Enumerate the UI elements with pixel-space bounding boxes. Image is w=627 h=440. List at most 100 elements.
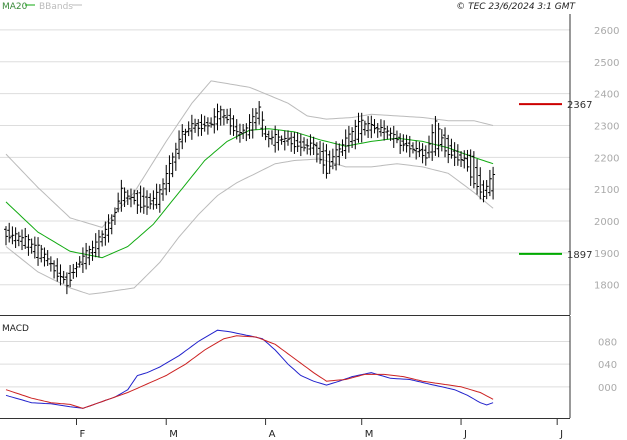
price-tick-label: 2000 xyxy=(594,217,619,228)
copyright-timestamp: © TEC 23/6/2024 3:1 GMT xyxy=(456,2,576,12)
price-bar xyxy=(414,140,419,160)
price-bar xyxy=(404,134,409,153)
price-bar xyxy=(269,130,274,145)
price-bar xyxy=(154,183,159,209)
price-tick-label: 2200 xyxy=(594,153,619,164)
ma20-line xyxy=(5,128,494,259)
price-bar xyxy=(148,193,153,210)
price-gridlines xyxy=(0,29,570,286)
price-bar xyxy=(324,144,329,179)
price-bar xyxy=(263,126,268,141)
price-bar xyxy=(260,111,265,137)
price-bar xyxy=(55,258,60,282)
price-bar xyxy=(225,108,230,124)
price-bar xyxy=(221,108,226,126)
price-bar xyxy=(20,229,25,251)
price-bar xyxy=(52,260,57,279)
price-bar xyxy=(305,138,310,155)
price-bar xyxy=(433,115,438,156)
price-bar xyxy=(311,136,316,155)
price-bar xyxy=(58,264,63,286)
price-bar xyxy=(398,133,403,154)
price-panel: 2600 2500 2400 2300 2200 2100 2000 1900 1800 236… xyxy=(0,14,619,315)
x-axis-tick-label: F xyxy=(80,429,86,440)
price-bar xyxy=(295,132,300,153)
price-bar xyxy=(343,129,348,159)
price-bar xyxy=(151,190,156,210)
signal-series-line xyxy=(5,335,494,409)
price-bar xyxy=(369,115,374,139)
price-bar xyxy=(346,125,351,153)
price-bar xyxy=(241,123,246,140)
price-bar xyxy=(487,169,492,197)
price-bar xyxy=(385,125,390,140)
price-bar xyxy=(135,190,140,214)
price-bar xyxy=(253,108,258,130)
price-bar xyxy=(228,108,233,135)
price-bar xyxy=(362,120,367,136)
price-bar xyxy=(161,178,166,201)
price-bar xyxy=(356,112,361,143)
price-bar xyxy=(189,114,194,140)
price-bar xyxy=(32,236,37,259)
price-bar xyxy=(276,130,281,151)
price-bar xyxy=(318,141,323,164)
resistance-level-label: 2367 xyxy=(567,100,592,111)
price-bar xyxy=(103,221,108,246)
price-bar xyxy=(388,127,393,141)
price-bar xyxy=(36,237,41,266)
price-bar xyxy=(257,101,262,125)
price-bar xyxy=(436,122,441,158)
macd-tick-label: 000 xyxy=(598,383,617,394)
price-bar xyxy=(359,112,364,143)
price-bar xyxy=(39,244,44,263)
price-bar xyxy=(173,142,178,171)
price-bar xyxy=(298,133,303,157)
price-bar xyxy=(167,155,172,193)
price-bar xyxy=(42,247,47,267)
price-bar xyxy=(427,135,431,159)
price-bar xyxy=(125,189,130,205)
price-bar xyxy=(138,185,143,213)
price-bar xyxy=(308,134,313,156)
x-axis-tick-label: J xyxy=(463,429,467,440)
price-bar xyxy=(446,134,451,164)
legend-ma20-label: MA20 xyxy=(2,2,28,12)
bband-lower-line xyxy=(5,158,494,295)
price-bar xyxy=(84,242,89,270)
price-bar xyxy=(394,130,399,144)
price-bar xyxy=(218,105,223,126)
price-bar xyxy=(430,124,435,161)
price-bar xyxy=(87,245,92,266)
price-bar xyxy=(334,141,339,171)
price-bar xyxy=(164,164,169,196)
price-bar xyxy=(196,119,201,137)
price-bar xyxy=(237,123,242,143)
price-bar xyxy=(282,130,287,151)
price-bar xyxy=(372,119,377,134)
legend-bbands-label: BBands xyxy=(39,2,73,12)
macd-axis-ticks: 080 040 000 xyxy=(598,338,617,394)
price-bar xyxy=(183,128,188,143)
price-bar xyxy=(468,149,473,186)
price-tick-label: 1800 xyxy=(594,281,619,292)
support-level-label: 1897 xyxy=(567,250,592,261)
price-bar xyxy=(420,143,425,164)
price-bar xyxy=(74,261,79,278)
price-bar xyxy=(471,151,476,189)
price-bar xyxy=(4,226,8,246)
ma20-series-line xyxy=(5,128,494,259)
price-bar xyxy=(462,150,467,169)
price-bar xyxy=(250,108,255,139)
price-bar xyxy=(80,247,85,273)
macd-panel: 080 040 000 MACD xyxy=(0,316,617,418)
price-bar xyxy=(353,119,358,150)
price-bar xyxy=(96,229,101,258)
price-bar xyxy=(106,214,111,243)
macd-gridlines xyxy=(0,341,570,388)
price-bar xyxy=(378,119,383,137)
price-bar xyxy=(327,150,332,174)
price-bar xyxy=(199,114,204,136)
price-bar xyxy=(141,187,146,214)
price-bar xyxy=(407,135,412,158)
